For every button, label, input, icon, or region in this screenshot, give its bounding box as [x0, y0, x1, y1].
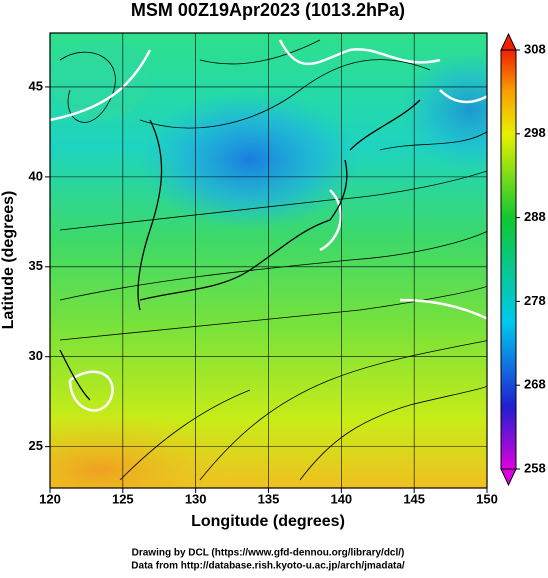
y-tick-label: 45 — [29, 78, 43, 93]
colorbar-tick-label: 268 — [524, 377, 546, 392]
map-title: MSM 00Z19Apr2023 (1013.2hPa) — [131, 0, 405, 20]
isobars — [50, 39, 487, 412]
colorbar-min-arrow — [500, 468, 517, 487]
y-tick-label: 25 — [29, 438, 43, 453]
x-tick-label: 120 — [39, 491, 61, 506]
temperature-field — [50, 33, 487, 488]
colorbar-tick-label: 258 — [524, 460, 546, 475]
x-tick-label: 150 — [476, 491, 498, 506]
credit-line: Drawing by DCL (https://www.gfd-dennou.o… — [132, 548, 405, 559]
x-axis-label: Longitude (degrees) — [191, 513, 345, 530]
coastline — [59, 99, 421, 401]
x-tick-label: 135 — [258, 491, 280, 506]
x-tick-label: 125 — [112, 491, 134, 506]
streamlines — [59, 39, 487, 481]
y-tick-label: 30 — [29, 348, 43, 363]
colorbar-max-arrow — [500, 32, 517, 51]
y-tick-label: 35 — [29, 258, 43, 273]
colorbar-tick-label: 278 — [524, 293, 546, 308]
y-axis-label: Latitude (degrees) — [0, 191, 17, 330]
colorbar-tick-label: 308 — [524, 41, 546, 56]
colorbar-tick-label: 288 — [524, 209, 546, 224]
x-tick-label: 130 — [185, 491, 207, 506]
credit-line: Data from http://database.rish.kyoto-u.a… — [131, 561, 405, 572]
x-tick-label: 140 — [330, 491, 352, 506]
colorbar — [500, 49, 517, 470]
x-tick-label: 145 — [403, 491, 425, 506]
colorbar-tick-label: 298 — [524, 125, 546, 140]
y-tick-label: 40 — [29, 168, 43, 183]
